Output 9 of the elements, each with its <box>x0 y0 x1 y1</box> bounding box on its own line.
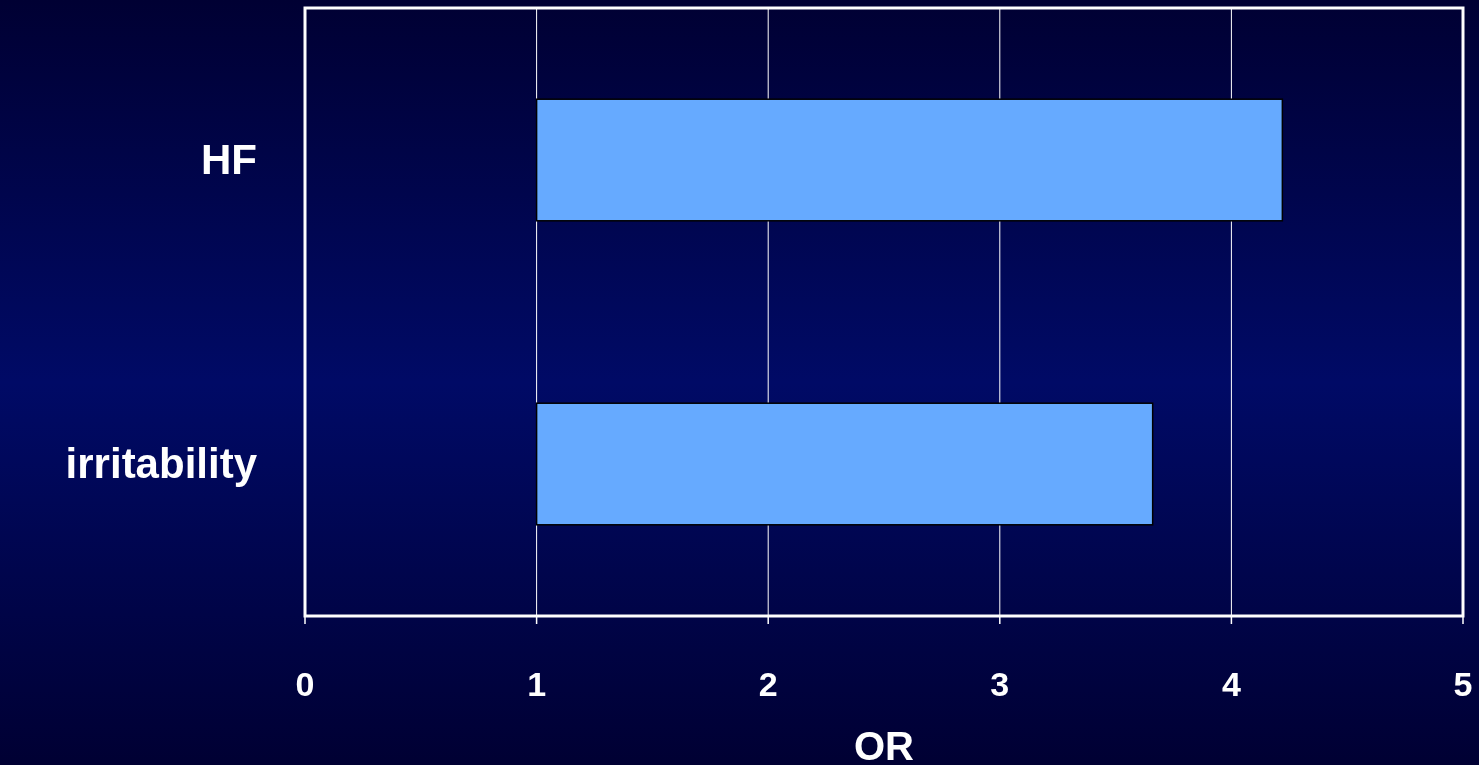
x-axis-title: OR <box>854 724 915 765</box>
y-tick-label: irritability <box>65 440 258 487</box>
x-tick-label: 4 <box>1221 665 1241 703</box>
x-tick-label: 1 <box>527 665 547 703</box>
x-tick-label: 0 <box>295 665 315 703</box>
x-tick-label: 3 <box>990 665 1010 703</box>
x-tick-label: 5 <box>1453 665 1473 703</box>
x-tick-label: 2 <box>758 665 778 703</box>
y-tick-label: HF <box>201 136 257 183</box>
